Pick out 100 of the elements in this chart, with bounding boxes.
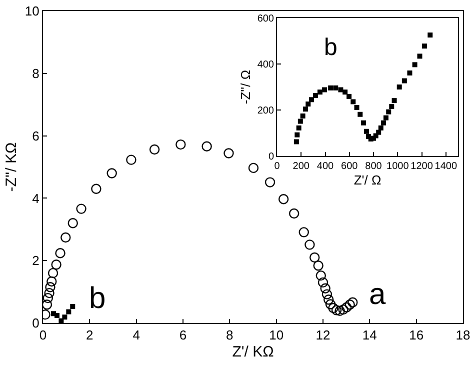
point [44,288,54,298]
point [62,314,68,320]
x-tick-label: 800 [365,161,382,172]
point [317,90,322,95]
point [318,277,328,288]
point [341,302,352,312]
point [313,260,324,271]
point [55,248,66,258]
point [68,218,78,228]
y-tick-label: 0 [268,152,274,162]
y-tick-label: 200 [257,106,274,116]
point [392,98,397,104]
x-tick-label: 14 [362,328,377,343]
point [412,62,418,68]
x-tick-label: 12 [316,328,330,343]
y-tick-label: 6 [32,128,40,144]
x-tick-label: 10 [269,328,284,343]
point [248,162,259,174]
series-label: a [369,278,386,311]
point [202,141,212,152]
point [417,54,422,59]
point [304,240,315,250]
point [312,93,318,98]
x-tick-label: 200 [292,161,310,172]
point [407,70,412,76]
point [364,128,370,134]
y-tick-label: 10 [24,4,40,19]
x-axis-title: Z'/ KΩ [232,344,274,361]
x-tick-label: 6 [179,328,187,343]
y-tick-label: 600 [257,14,274,24]
y-tick-label: 0 [32,316,40,331]
point [264,177,276,188]
point [224,148,234,158]
point [361,120,366,126]
point [300,113,306,118]
point [288,208,300,219]
x-tick-label: 8 [226,328,234,343]
point [396,84,402,90]
point [338,304,348,315]
point [106,168,117,178]
x-tick-label: 1400 [434,161,458,172]
point [310,252,320,263]
point [328,302,338,314]
point [126,154,136,165]
point [376,130,382,135]
point [344,299,355,310]
x-tick-label: 600 [341,161,358,172]
point [298,227,309,238]
point [296,125,302,130]
point [309,97,314,102]
y-axis-title: -Z''/ Ω [238,70,253,104]
point [334,306,345,316]
point [333,85,338,90]
point [176,139,186,150]
point [51,260,62,270]
point [324,294,334,305]
x-tick-label: 16 [409,328,424,343]
point [325,299,336,310]
point [350,99,356,104]
point [378,125,384,130]
point [342,90,348,95]
x-tick-label: 4 [132,328,140,343]
point [76,204,86,214]
point [43,292,53,304]
point [306,102,311,107]
point [428,32,433,38]
point [422,44,427,49]
y-tick-label: 4 [32,190,40,206]
y-tick-label: 400 [257,60,274,70]
point [348,297,358,308]
point [354,104,360,110]
point [331,305,342,316]
point [358,112,363,117]
point [322,289,332,300]
y-tick-label: 2 [32,253,40,268]
point [381,120,386,126]
series-label: b [324,34,338,61]
point [45,282,56,292]
x-tick-label: 1000 [386,161,410,172]
point [43,299,52,310]
point [320,283,330,294]
point [46,276,57,287]
point [48,268,58,278]
point [386,109,392,114]
point [383,115,388,120]
point [54,313,60,318]
y-tick-label: 8 [32,66,40,81]
point [298,118,303,124]
y-axis-title: -Z''/ KΩ [3,142,20,192]
point [346,94,352,99]
point [91,184,102,194]
point [402,78,407,84]
point [70,304,76,309]
x-tick-label: 18 [456,328,470,343]
point [316,270,326,281]
point [60,232,71,243]
x-tick-label: 400 [316,161,334,172]
point [302,106,308,112]
point [278,194,289,204]
x-tick-label: 2 [86,328,94,343]
